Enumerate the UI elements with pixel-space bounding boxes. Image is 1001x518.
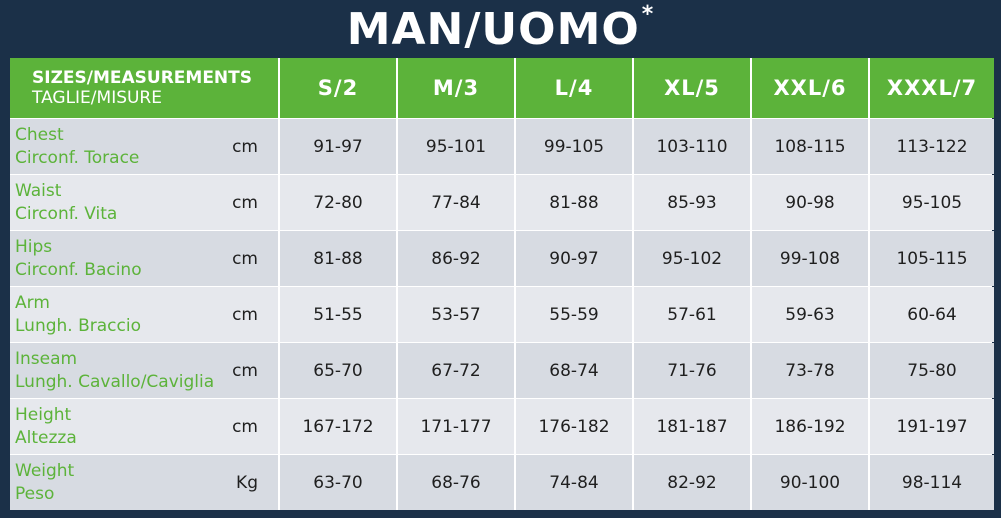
row-label-waist: Waist Circonf. Vita cm — [10, 175, 278, 230]
size-header-l: L/4 — [516, 58, 632, 118]
table-cell: 65-70 — [280, 343, 396, 398]
header-label-cell: SIZES/MEASUREMENTS TAGLIE/MISURE — [10, 58, 278, 118]
label-it: Circonf. Vita — [15, 203, 118, 224]
header-label-en: SIZES/MEASUREMENTS — [32, 68, 252, 88]
label-en: Weight — [15, 460, 75, 481]
table-cell: 53-57 — [398, 287, 514, 342]
size-header-m: M/3 — [398, 58, 514, 118]
header-label-it: TAGLIE/MISURE — [32, 88, 162, 108]
table-cell: 108-115 — [752, 119, 868, 174]
table-cell: 167-172 — [280, 399, 396, 454]
row-label-height: Height Altezza cm — [10, 399, 278, 454]
table-cell: 90-97 — [516, 231, 632, 286]
row-label-inseam: Inseam Lungh. Cavallo/Caviglia cm — [10, 343, 278, 398]
table-cell: 91-97 — [280, 119, 396, 174]
table-cell: 68-76 — [398, 455, 514, 510]
size-header-xxxl: XXXL/7 — [870, 58, 994, 118]
size-header-xl: XL/5 — [634, 58, 750, 118]
table-cell: 71-76 — [634, 343, 750, 398]
label-it: Circonf. Torace — [15, 147, 140, 168]
table-cell: 171-177 — [398, 399, 514, 454]
table-cell: 105-115 — [870, 231, 994, 286]
table-cell: 51-55 — [280, 287, 396, 342]
table-cell: 67-72 — [398, 343, 514, 398]
label-en: Hips — [15, 236, 53, 257]
label-it: Lungh. Braccio — [15, 315, 141, 336]
row-label-arm: Arm Lungh. Braccio cm — [10, 287, 278, 342]
table-cell: 90-98 — [752, 175, 868, 230]
table-cell: 59-63 — [752, 287, 868, 342]
table-cell: 81-88 — [516, 175, 632, 230]
unit: cm — [232, 192, 258, 213]
label-it: Altezza — [15, 427, 77, 448]
title-asterisk: * — [641, 2, 655, 27]
size-header-xxl: XXL/6 — [752, 58, 868, 118]
unit: cm — [232, 248, 258, 269]
table-cell: 113-122 — [870, 119, 994, 174]
table-cell: 63-70 — [280, 455, 396, 510]
table-cell: 103-110 — [634, 119, 750, 174]
table-cell: 72-80 — [280, 175, 396, 230]
label-en: Height — [15, 404, 72, 425]
label-it: Lungh. Cavallo/Caviglia — [15, 371, 215, 392]
table-cell: 99-108 — [752, 231, 868, 286]
table-cell: 75-80 — [870, 343, 994, 398]
table-cell: 95-105 — [870, 175, 994, 230]
table-cell: 191-197 — [870, 399, 994, 454]
unit: Kg — [236, 472, 258, 493]
unit: cm — [232, 416, 258, 437]
label-en: Inseam — [15, 348, 78, 369]
table-cell: 181-187 — [634, 399, 750, 454]
row-label-hips: Hips Circonf. Bacino cm — [10, 231, 278, 286]
table-cell: 98-114 — [870, 455, 994, 510]
table-cell: 99-105 — [516, 119, 632, 174]
table-cell: 95-102 — [634, 231, 750, 286]
table-cell: 55-59 — [516, 287, 632, 342]
unit: cm — [232, 360, 258, 381]
table-cell: 68-74 — [516, 343, 632, 398]
table-cell: 77-84 — [398, 175, 514, 230]
table-cell: 57-61 — [634, 287, 750, 342]
unit: cm — [232, 304, 258, 325]
label-en: Waist — [15, 180, 62, 201]
size-chart-table: SIZES/MEASUREMENTS TAGLIE/MISURE S/2 M/3… — [10, 58, 994, 510]
row-label-weight: Weight Peso Kg — [10, 455, 278, 510]
table-cell: 85-93 — [634, 175, 750, 230]
title-text: MAN/UOMO — [346, 4, 640, 55]
table-cell: 90-100 — [752, 455, 868, 510]
unit: cm — [232, 136, 258, 157]
table-cell: 60-64 — [870, 287, 994, 342]
table-cell: 82-92 — [634, 455, 750, 510]
table-cell: 176-182 — [516, 399, 632, 454]
page-title: MAN/UOMO* — [0, 0, 1001, 58]
label-it: Circonf. Bacino — [15, 259, 142, 280]
table-cell: 81-88 — [280, 231, 396, 286]
table-cell: 186-192 — [752, 399, 868, 454]
table-cell: 74-84 — [516, 455, 632, 510]
label-it: Peso — [15, 483, 55, 504]
row-label-chest: Chest Circonf. Torace cm — [10, 119, 278, 174]
size-header-s: S/2 — [280, 58, 396, 118]
table-cell: 73-78 — [752, 343, 868, 398]
table-cell: 86-92 — [398, 231, 514, 286]
label-en: Chest — [15, 124, 64, 145]
label-en: Arm — [15, 292, 50, 313]
table-cell: 95-101 — [398, 119, 514, 174]
